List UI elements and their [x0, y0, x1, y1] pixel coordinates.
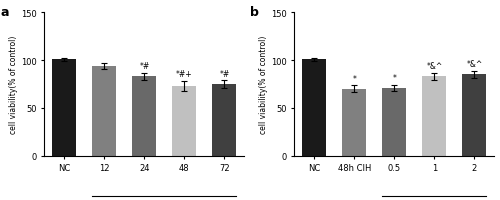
Text: a: a [0, 6, 9, 19]
Bar [52, 60, 76, 156]
Bar [132, 77, 156, 156]
Text: *: * [352, 75, 356, 84]
Text: b: b [250, 6, 259, 19]
Y-axis label: cell viability(% of control): cell viability(% of control) [259, 36, 268, 134]
Bar [462, 75, 486, 156]
Bar [172, 87, 197, 156]
Bar [92, 67, 116, 156]
Text: *#: *# [220, 69, 230, 78]
Bar [422, 77, 446, 156]
Text: *: * [392, 74, 396, 83]
Bar [342, 89, 366, 156]
Bar [382, 88, 406, 156]
Bar [302, 60, 326, 156]
Text: *&^: *&^ [466, 60, 482, 69]
Text: *#: *# [140, 62, 149, 71]
Bar [212, 85, 236, 156]
Y-axis label: cell viability(% of control): cell viability(% of control) [9, 36, 18, 134]
Text: *#+: *#+ [176, 70, 192, 79]
Text: *&^: *&^ [426, 62, 442, 71]
